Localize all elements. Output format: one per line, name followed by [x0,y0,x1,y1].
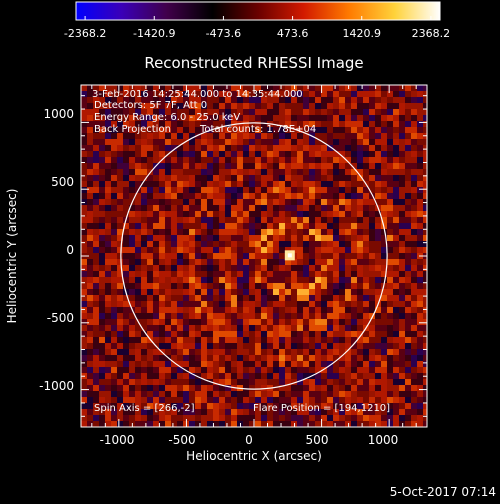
y-tick-label: -500 [47,311,74,325]
source-core [287,253,292,258]
x-tick-label: 0 [245,433,253,447]
x-tick-label: 1000 [368,433,399,447]
y-tick-label: 1000 [43,107,74,121]
footer-date: 5-Oct-2017 07:14 [390,485,496,499]
solar-limb-circle [120,122,388,390]
plot-title: Reconstructed RHESSI Image [144,54,363,72]
total-counts-text: Total counts: 1.78E+04 [199,124,316,135]
colorbar-ticks: -2368.2 -1420.9 -473.6 473.6 1420.9 2368.2 [64,16,450,40]
y-tick-label: 500 [51,175,74,189]
colorbar-tick-label: -473.6 [206,27,241,40]
time-range-text: 3-Feb-2016 14:25:44.000 to 14:35:44.000 [92,89,303,100]
x-tick-labels: -1000 -500 0 500 1000 [100,433,399,447]
info-annotations: 3-Feb-2016 14:25:44.000 to 14:35:44.000 … [92,89,390,414]
x-tick-label: -500 [168,433,195,447]
flare-position-text: Flare Position = [194,1210] [253,403,390,414]
x-tick-label: 500 [306,433,329,447]
spin-axis-text: Spin Axis = [266,-2] [94,403,195,414]
y-tick-label: -1000 [39,379,74,393]
colorbar-tick-label: 2368.2 [412,27,451,40]
y-tick-labels: 1000 500 0 -500 -1000 [39,107,74,393]
colorbar-tick-label: 473.6 [277,27,309,40]
colorbar-tick-label: -2368.2 [64,27,106,40]
colorbar-tick-label: -1420.9 [133,27,175,40]
method-text: Back Projection [94,124,171,135]
energy-range-text: Energy Range: 6.0 - 25.0 keV [94,112,240,123]
reconstructed-image [81,85,427,427]
detectors-text: Detectors: 5F 7F, Att 0 [94,100,207,111]
colorbar-gradient [75,1,441,21]
y-axis-label: Heliocentric Y (arcsec) [5,189,19,324]
colorbar: -2368.2 -1420.9 -473.6 473.6 1420.9 2368.2 [64,1,450,40]
bright-source [284,250,295,261]
x-axis-label: Heliocentric X (arcsec) [186,449,322,463]
y-tick-label: 0 [66,243,74,257]
axis-ticks [81,85,427,427]
x-tick-label: -1000 [100,433,135,447]
colorbar-tick-label: 1420.9 [342,27,381,40]
